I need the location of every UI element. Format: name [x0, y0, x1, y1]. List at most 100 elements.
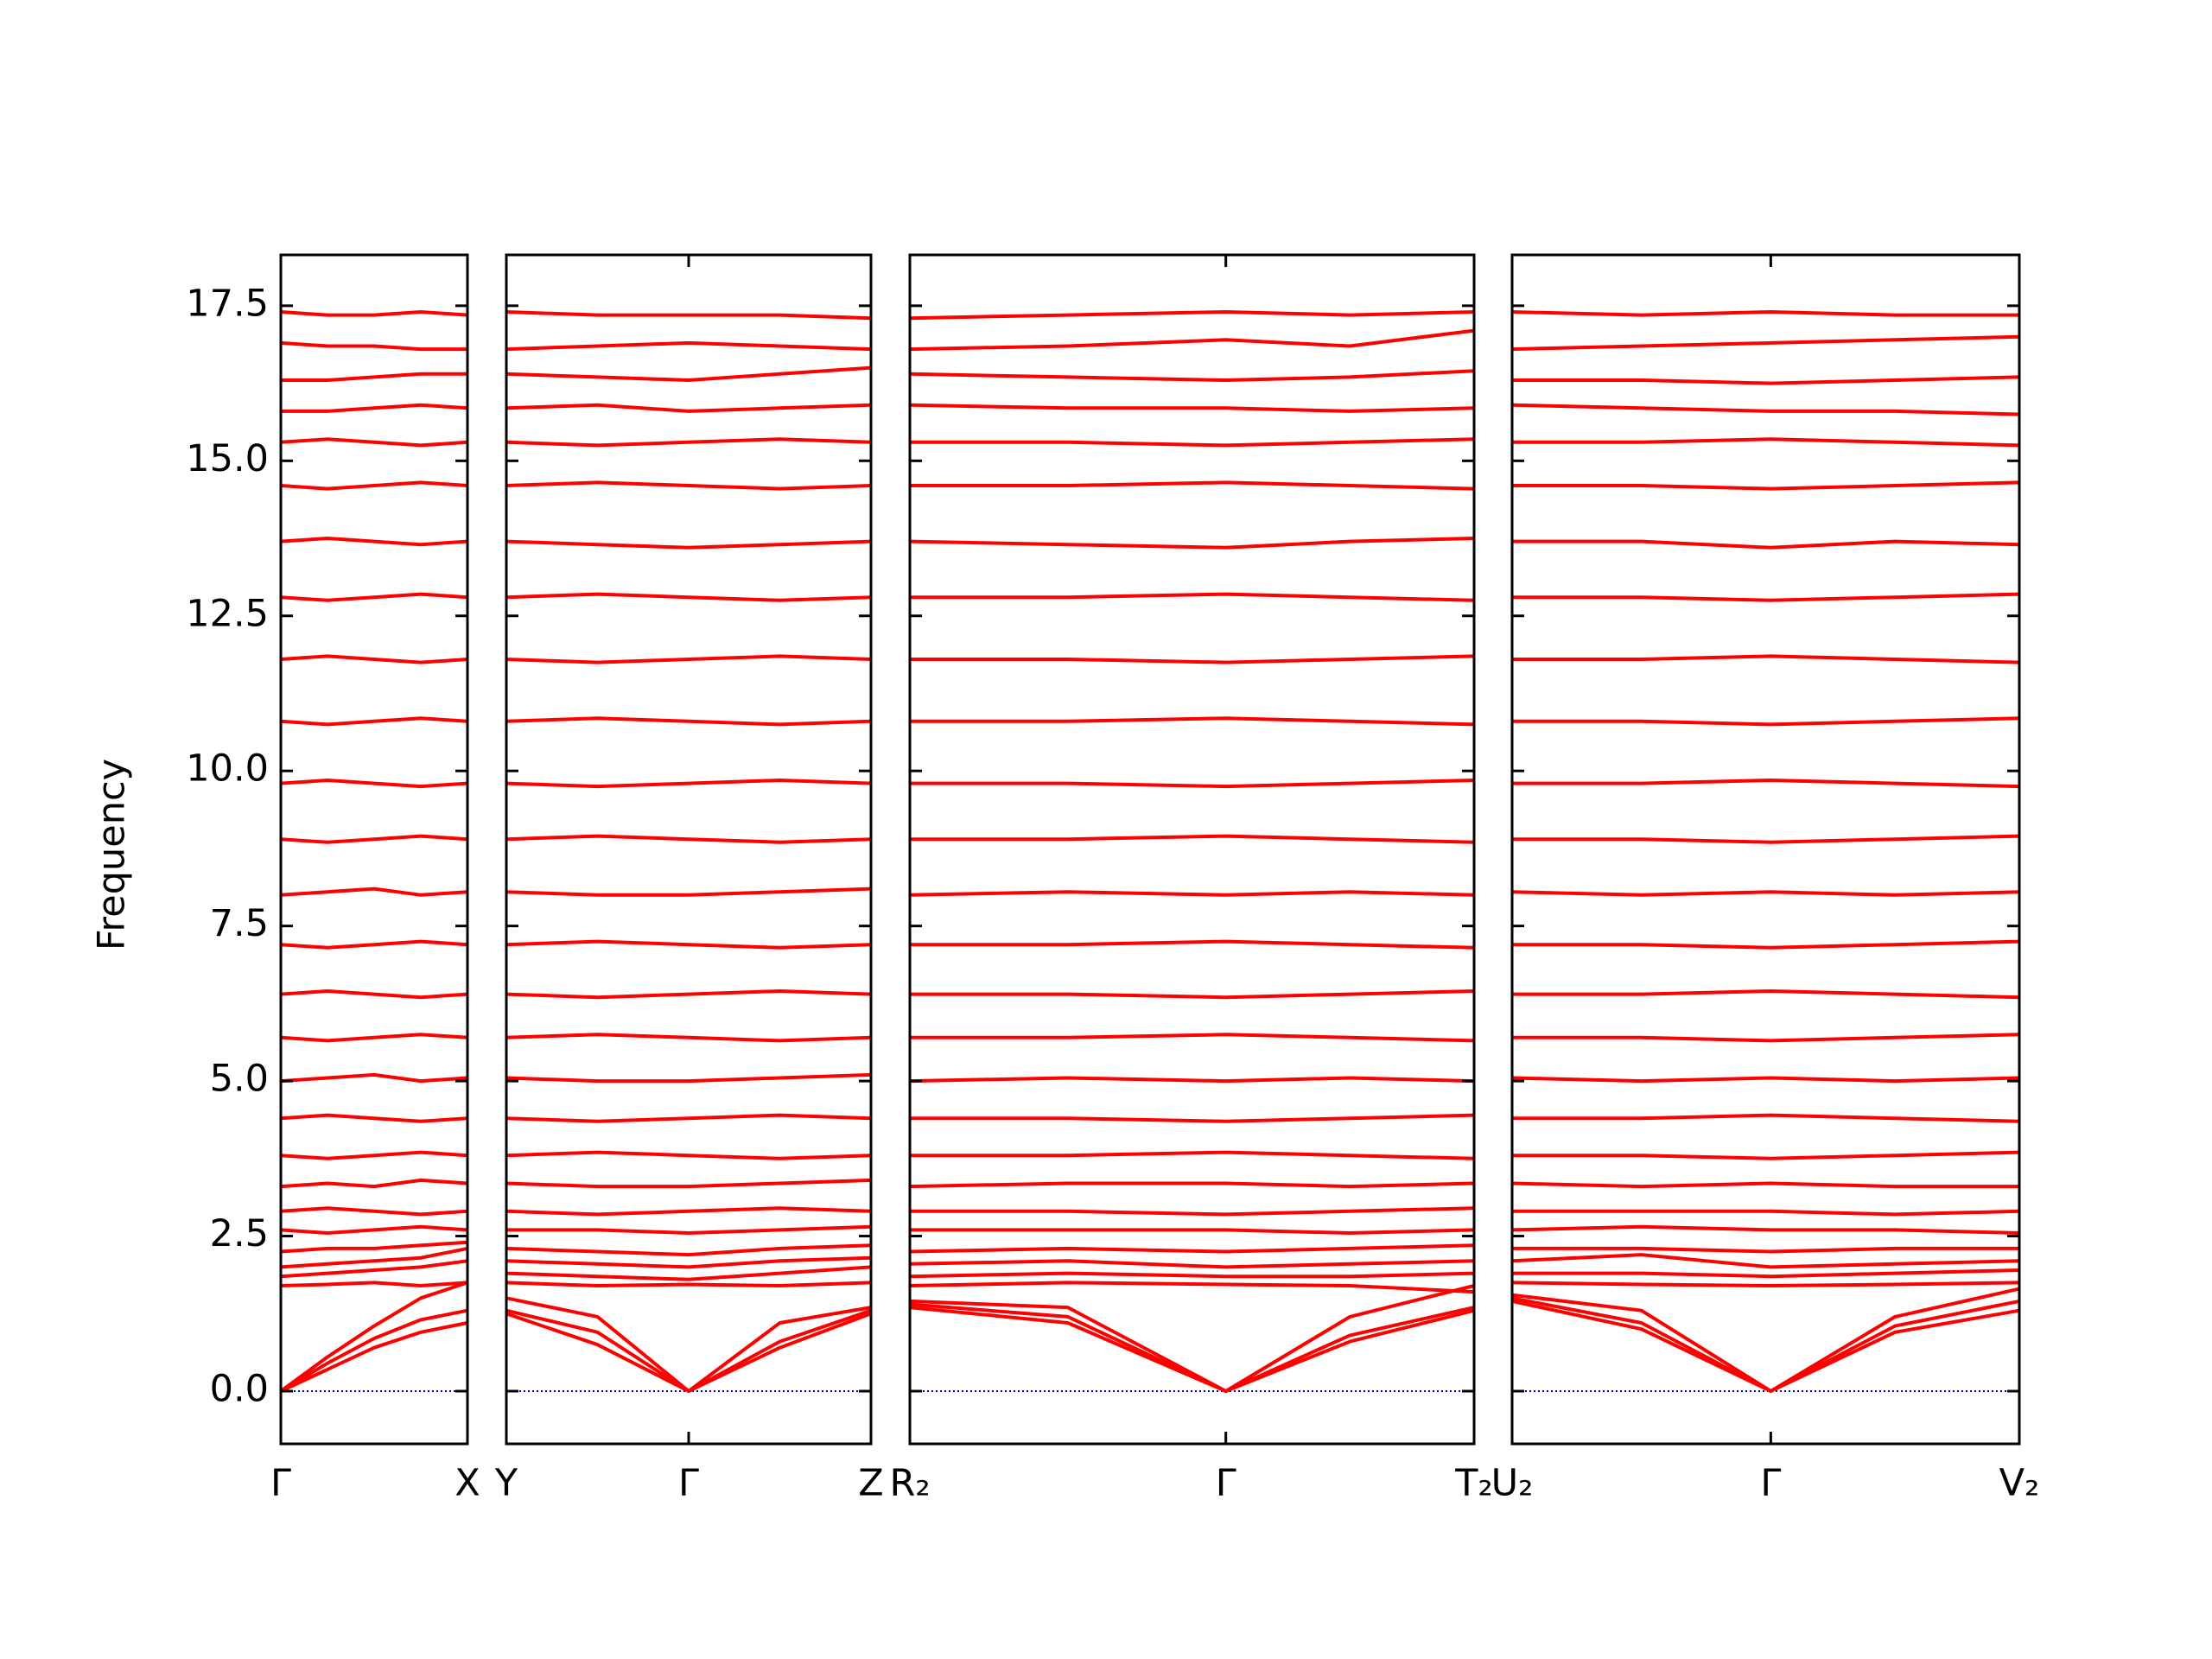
band-line	[1511, 1287, 2020, 1393]
band-line	[505, 1296, 872, 1393]
band-line	[910, 939, 1475, 950]
band-line	[505, 1113, 872, 1123]
x-tick-label: Γ	[1216, 1462, 1236, 1505]
band-line	[910, 1113, 1475, 1123]
band-line	[909, 1281, 1475, 1294]
y-tick-label: 7.5	[210, 902, 269, 945]
band-line	[280, 1224, 468, 1235]
y-tick-label: 15.0	[186, 437, 269, 480]
band-line	[1512, 779, 2020, 789]
band-line	[1512, 1033, 2020, 1043]
band-line	[910, 1228, 1475, 1235]
band-line	[1511, 310, 2019, 317]
band-line	[1511, 1076, 2020, 1084]
band-line	[280, 887, 468, 897]
band-line	[280, 1072, 468, 1084]
band-line	[505, 1255, 872, 1269]
band-line	[280, 1259, 468, 1279]
band-line	[910, 779, 1475, 789]
band-line	[1511, 1224, 2020, 1235]
x-tick-label: V₂	[1999, 1462, 2040, 1505]
band-line	[1512, 939, 2020, 950]
band-line	[280, 1033, 468, 1043]
band-line	[909, 1259, 1475, 1269]
band-line	[505, 654, 872, 664]
band-line	[910, 654, 1475, 664]
band-line	[505, 1243, 872, 1257]
band-line	[505, 1206, 872, 1217]
band-line	[280, 1206, 468, 1217]
x-tick-label: Γ	[678, 1462, 699, 1505]
band-line	[909, 328, 1475, 352]
band-line	[910, 480, 1475, 491]
band-line	[909, 403, 1475, 413]
x-tick-label: T₂	[1454, 1462, 1493, 1505]
x-tick-label: X	[454, 1462, 480, 1505]
band-line	[1512, 1246, 2019, 1254]
y-tick-label: 2.5	[210, 1212, 269, 1255]
band-line	[280, 834, 468, 844]
band-line	[1512, 834, 2020, 844]
band-line	[506, 1224, 872, 1235]
band-line	[505, 403, 872, 413]
band-line	[1512, 539, 2020, 550]
band-line	[909, 537, 1475, 550]
y-tick-label: 12.5	[186, 592, 269, 635]
band-line	[505, 834, 872, 844]
band-line	[1512, 1209, 2020, 1217]
band-line	[280, 1113, 468, 1123]
band-line	[909, 1284, 1475, 1393]
band-line	[505, 1265, 872, 1281]
band-line	[505, 1150, 872, 1160]
panel-frame	[908, 253, 1476, 1446]
band-line	[1511, 1296, 2020, 1393]
band-line	[280, 537, 468, 547]
band-line	[280, 1246, 468, 1269]
y-tick-label: 17.5	[186, 282, 269, 325]
band-line	[280, 654, 468, 664]
band-line	[505, 340, 872, 352]
band-line	[279, 1281, 468, 1393]
band-line	[505, 310, 872, 321]
band-line	[910, 834, 1475, 844]
band-line	[281, 372, 467, 382]
band-line	[909, 1076, 1475, 1084]
band-line	[1512, 989, 2020, 1000]
band-line	[1512, 1150, 2020, 1160]
band-line	[910, 1150, 1475, 1160]
x-tick-label: R₂	[889, 1462, 930, 1505]
band-line	[280, 989, 468, 1000]
band-line	[1511, 1281, 2020, 1287]
x-tick-label: U₂	[1491, 1462, 1534, 1505]
y-tick-label: 0.0	[210, 1367, 269, 1410]
y-tick-label: 10.0	[186, 747, 269, 791]
band-line	[910, 592, 1475, 602]
band-line	[280, 437, 468, 448]
band-line	[280, 480, 468, 491]
panel-frame	[279, 253, 469, 1446]
band-line	[280, 592, 468, 602]
band-line	[1511, 890, 2020, 897]
band-line	[909, 1243, 1475, 1254]
band-line	[505, 539, 872, 550]
band-line	[909, 890, 1475, 897]
band-line	[281, 403, 468, 413]
band-line	[505, 1281, 872, 1287]
band-line	[280, 1281, 468, 1287]
band-line	[909, 369, 1475, 382]
band-line	[505, 939, 872, 950]
x-tick-label: Z	[858, 1462, 883, 1505]
band-line	[1512, 716, 2020, 727]
band-line	[909, 1306, 1475, 1393]
band-line	[910, 716, 1475, 727]
band-line	[909, 1271, 1475, 1279]
y-tick-label: 5.0	[210, 1058, 269, 1101]
x-tick-label: Γ	[1760, 1462, 1781, 1505]
band-line	[280, 716, 468, 727]
band-line	[910, 437, 1475, 448]
band-line	[910, 1206, 1475, 1217]
band-line	[279, 1308, 468, 1393]
band-line	[505, 779, 872, 789]
band-line	[909, 310, 1475, 321]
